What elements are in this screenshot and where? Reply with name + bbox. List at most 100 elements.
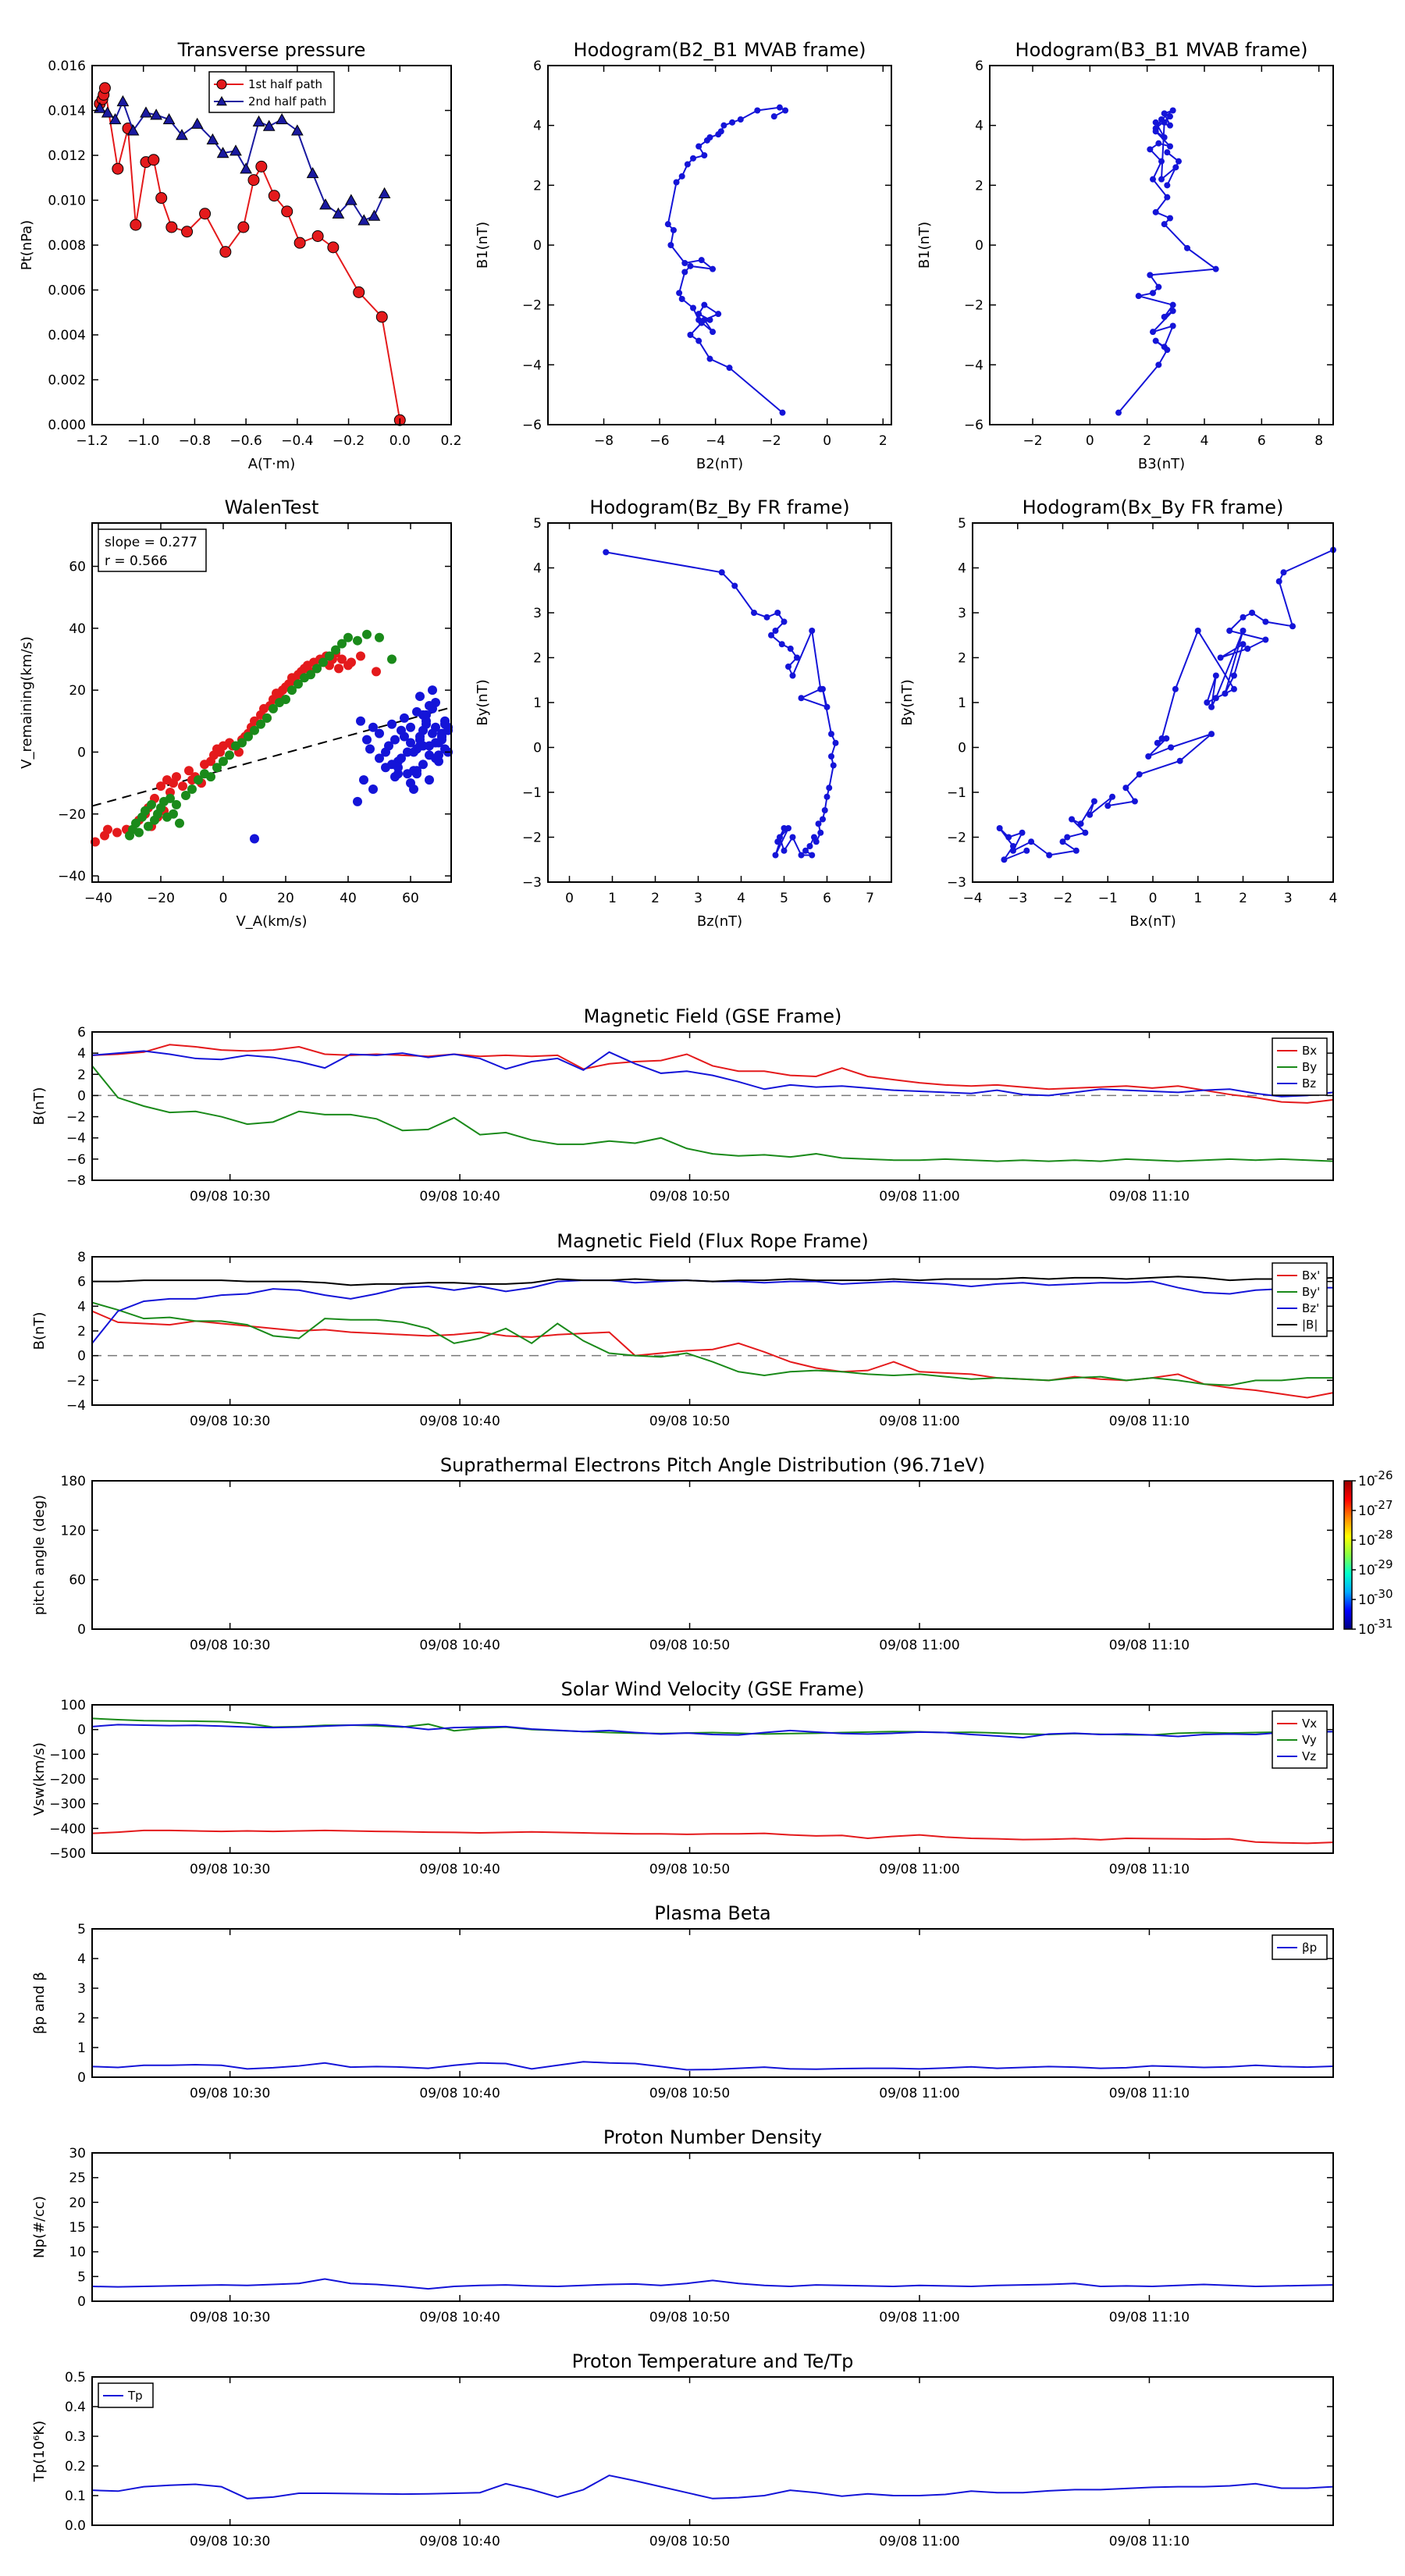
h13-point <box>1164 194 1171 201</box>
hzy-point <box>802 847 809 854</box>
h13-chart: −2 0 2 4 6 8 −6 −4 −2 0 2 4 6 Hodogram(B3_B1 MVAB fra… <box>916 39 1334 472</box>
hzy-point <box>809 628 816 634</box>
hxy-point <box>1158 735 1165 742</box>
hxy-xtick-label: 4 <box>1329 891 1338 906</box>
hxy-point <box>1136 771 1143 777</box>
h13-point <box>1167 143 1173 150</box>
hzy-xtick-label: 1 <box>608 891 617 906</box>
pt-xtick-label: −0.4 <box>281 433 313 449</box>
h13-point <box>1135 293 1142 300</box>
walen-point <box>325 651 334 661</box>
hzy-xtick-label: 3 <box>694 891 702 906</box>
pt-ytick-label: 0.012 <box>48 148 86 164</box>
walen-point <box>362 629 372 639</box>
h13-point <box>1167 122 1173 129</box>
walen-xlabel: V_A(km/s) <box>236 913 307 930</box>
pad-ylabel: pitch angle (deg) <box>31 1495 48 1615</box>
h13-point <box>1147 272 1154 279</box>
walen-point <box>287 685 297 696</box>
hzy-point <box>806 843 813 849</box>
hxy-point <box>1082 829 1089 836</box>
h13-xtick-label: 4 <box>1200 433 1209 449</box>
hxy-xtick-label: −2 <box>1053 891 1072 906</box>
bfr-chart: 09/08 10:30 09/08 10:40 09/08 10:50 09/08 1… <box>31 1230 1334 1429</box>
tp-time-tick-label: 09/08 10:30 <box>190 2534 270 2549</box>
hxy-point <box>1154 739 1161 746</box>
walen-point <box>418 760 428 770</box>
pt-point <box>216 147 229 158</box>
hxy-point <box>1217 654 1224 661</box>
pt-point <box>319 198 332 210</box>
h23-point <box>776 104 783 111</box>
h23-title: Hodogram(B2_B1 MVAB frame) <box>574 39 866 61</box>
walen-point <box>331 645 340 655</box>
walen-point <box>250 834 259 844</box>
hzy-point <box>817 829 824 836</box>
walen-point <box>312 664 322 674</box>
h23-point <box>710 265 717 272</box>
walen-point <box>425 775 434 785</box>
walen-point <box>400 713 409 723</box>
hzy-ylabel: By(nT) <box>475 679 491 725</box>
h23-point <box>670 226 677 233</box>
pt-point <box>375 311 388 323</box>
beta-legend-label: βp <box>1302 1941 1317 1955</box>
walen-point <box>334 664 343 674</box>
hxy-ytick-label: −3 <box>947 875 966 891</box>
h23-point <box>770 113 777 120</box>
hxy-point <box>1244 646 1251 652</box>
pad-time-tick-label: 09/08 10:40 <box>419 1638 500 1653</box>
hxy-point <box>1023 847 1030 854</box>
np-ytick-label: 30 <box>69 2146 86 2161</box>
pad-colorbar-label: 10 <box>1358 1592 1375 1608</box>
hzy-point <box>789 672 796 679</box>
hzy-ytick-label: 3 <box>533 606 542 621</box>
pt-point <box>327 241 340 254</box>
h23-point <box>678 173 685 180</box>
h23-point <box>706 355 713 362</box>
beta-ytick-label: 0 <box>77 2070 86 2086</box>
pad-time-tick-label: 09/08 10:50 <box>649 1638 730 1653</box>
hzy-point <box>772 852 779 859</box>
pad-colorbar-label: 10 <box>1358 1503 1375 1519</box>
walen-point <box>244 731 253 742</box>
h23-ylabel: B1(nT) <box>475 222 491 269</box>
walen-point <box>181 790 190 800</box>
pt-point <box>140 106 152 118</box>
h13-xtick-label: −2 <box>1023 433 1042 449</box>
h23-point <box>754 107 761 114</box>
h13-ytick-label: 2 <box>975 178 984 194</box>
beta-time-tick-label: 09/08 11:00 <box>879 2086 959 2101</box>
h23-xtick-label: −8 <box>594 433 614 449</box>
walen-point <box>418 725 428 735</box>
walen-point <box>362 735 372 745</box>
h13-point <box>1167 215 1173 222</box>
hxy-point <box>1090 798 1097 805</box>
walen-ytick-label: 0 <box>77 745 86 760</box>
pt-point <box>345 194 357 205</box>
hzy-ytick-label: −3 <box>522 875 542 891</box>
hzy-point <box>828 731 834 738</box>
hxy-xtick-label: 2 <box>1239 891 1247 906</box>
hzy-point <box>828 753 834 760</box>
walen-point <box>187 785 197 795</box>
h13-ytick-label: 0 <box>975 238 984 254</box>
h23-xtick-label: 0 <box>823 433 831 449</box>
pad-ytick-label: 180 <box>61 1474 86 1489</box>
np-time-tick-label: 09/08 11:00 <box>879 2310 959 2325</box>
bgse-time-tick-label: 09/08 10:50 <box>649 1189 730 1204</box>
vsw-series-Vz <box>91 1724 1334 1739</box>
hxy-point <box>1046 852 1053 859</box>
hxy-point <box>1059 838 1066 845</box>
pt-point <box>332 207 345 219</box>
h13-point <box>1161 134 1168 141</box>
h13-point <box>1172 164 1179 171</box>
walen-title: WalenTest <box>225 496 319 518</box>
pt-point <box>368 209 381 221</box>
h13-xtick-label: 0 <box>1086 433 1094 449</box>
hxy-xtick-label: 3 <box>1284 891 1293 906</box>
walen-point <box>318 657 328 667</box>
pt-point <box>199 208 212 220</box>
hzy-point <box>789 834 796 841</box>
bgse-ytick-label: −2 <box>66 1110 86 1126</box>
